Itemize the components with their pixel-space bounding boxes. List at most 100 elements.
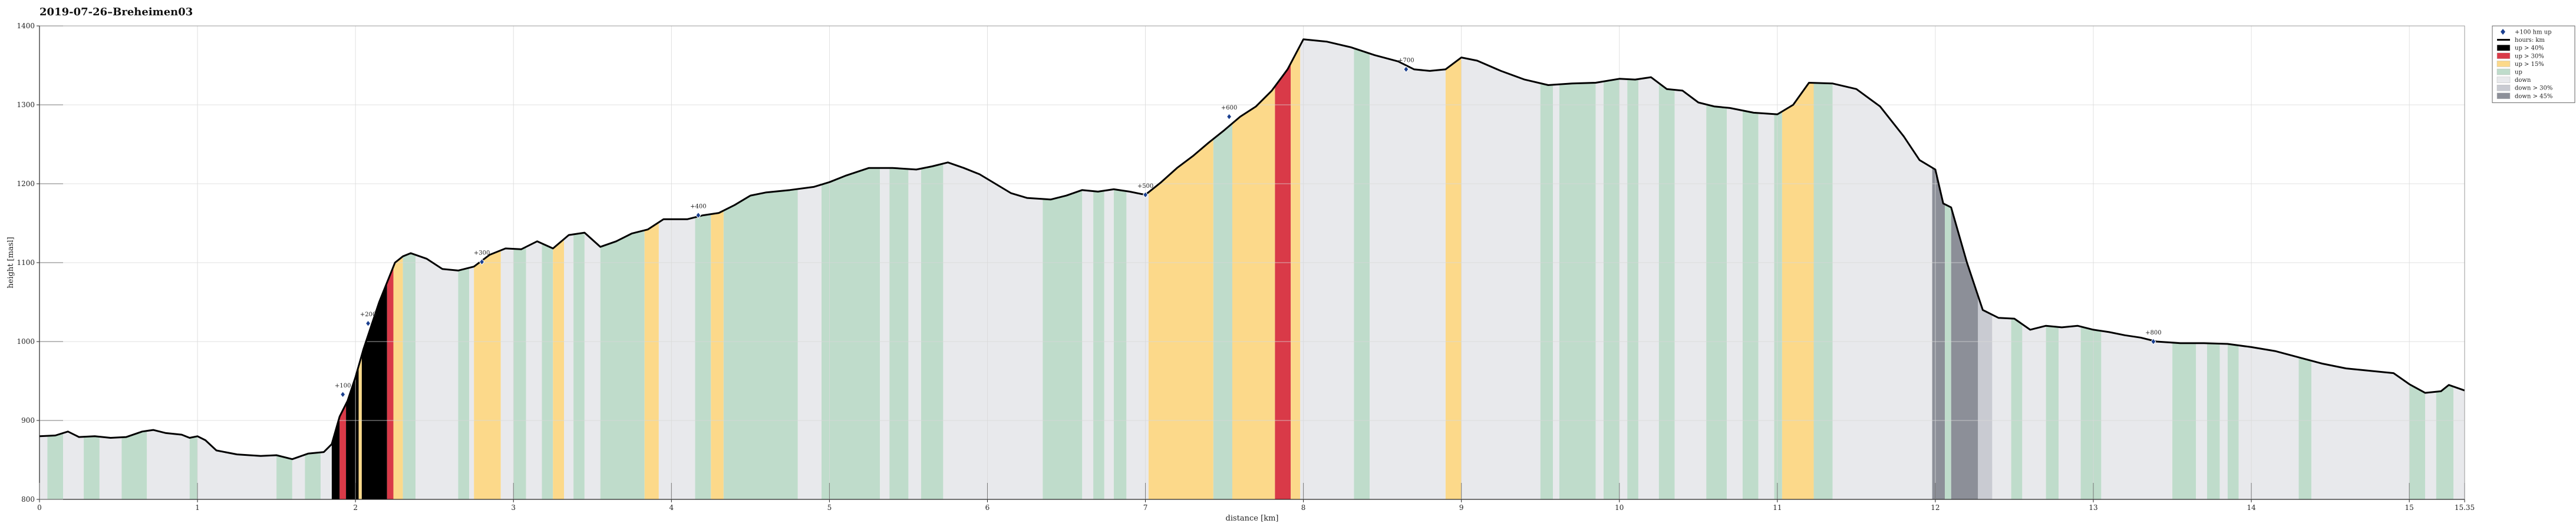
x-tick-label-3: 3 (511, 504, 516, 512)
segment-up-11 (305, 452, 321, 499)
segment-down-63 (1553, 84, 1559, 499)
x-tick-label-10: 10 (1615, 504, 1624, 512)
x-tick-label-7: 7 (1143, 504, 1148, 512)
segment-up-95 (2227, 344, 2239, 499)
marker-diamond-2 (479, 258, 485, 266)
segment-up-66 (1603, 78, 1620, 500)
marker-diamond-6 (1403, 65, 1409, 73)
segment-down-25 (500, 248, 514, 499)
x-tick-label-8: 8 (1301, 504, 1306, 512)
segment-up-1 (47, 433, 64, 499)
y-tick-label-2: 1000 (17, 337, 35, 346)
segment-up-93 (2207, 343, 2220, 499)
profile-line (39, 38, 2465, 461)
segment-down-27 (526, 241, 542, 499)
marker-diamond-5 (1226, 113, 1232, 120)
marker-label-4: +500 (1137, 183, 1153, 190)
segment-up-91 (2172, 342, 2196, 499)
segment-up-gt-15-29 (553, 238, 565, 499)
segment-down-96 (2238, 345, 2299, 499)
segment-up-22 (458, 267, 470, 499)
segment-down-12 (321, 444, 332, 499)
segment-up-76 (1774, 111, 1782, 500)
marker-label-7: +800 (2145, 330, 2161, 336)
gradient-segments (39, 39, 2465, 500)
segment-up-28 (542, 243, 553, 499)
segment-up-gt-15-37 (711, 210, 724, 499)
x-tick-label-14: 14 (2247, 504, 2256, 512)
legend-swatch-down (2496, 77, 2511, 83)
profile-line-group (39, 38, 2465, 461)
legend-label-4: up > 15% (2515, 61, 2544, 68)
x-tick-label-13: 13 (2089, 504, 2097, 512)
segment-down-35 (658, 217, 695, 499)
segment-up-89 (2080, 326, 2102, 499)
x-tick-label-11: 11 (1773, 504, 1782, 512)
segment-down-92 (2196, 343, 2208, 499)
segment-up-33 (600, 230, 645, 499)
segment-down-32 (584, 233, 601, 499)
segment-down-gt-30-83 (1978, 296, 1993, 499)
x-tick-label-4: 4 (669, 504, 674, 512)
marker-label-2: +300 (474, 250, 490, 257)
marker-label-1: +200 (360, 312, 376, 318)
segment-up-7 (189, 436, 198, 499)
legend-swatch-down-gt-30 (2496, 84, 2511, 91)
segment-down-59 (1370, 53, 1446, 499)
segment-up-97 (2298, 357, 2311, 499)
segment-down-gt-45-82 (1951, 207, 1978, 499)
segment-up-20 (403, 253, 416, 499)
segment-up-42 (889, 168, 909, 499)
legend-swatch-up-gt-40 (2496, 44, 2511, 51)
segment-down-51 (1126, 191, 1149, 500)
x-tick-label-12: 12 (1931, 504, 1940, 512)
segment-up-46 (1043, 190, 1083, 499)
segment-down-49 (1104, 189, 1114, 499)
segment-up-40 (821, 168, 880, 499)
marker-label-3: +400 (690, 204, 706, 210)
segment-up-gt-30-14 (339, 403, 347, 499)
segment-up-72 (1706, 104, 1727, 500)
hm-up-markers: +100 +200 +300 +400 +500 +600 +700 +800 (335, 58, 2162, 398)
legend-label-0: +100 hm up (2515, 29, 2552, 36)
y-tick-label-1: 900 (21, 416, 35, 425)
segment-down-4 (99, 436, 122, 499)
segment-up-gt-15-24 (474, 250, 501, 499)
y-tick-label-6: 1400 (17, 22, 35, 30)
segment-up-87 (2046, 326, 2059, 499)
chart-title: 2019-07-26–Breheimen03 (39, 6, 193, 18)
marker-diamond-3 (695, 211, 701, 219)
x-tick-label-5: 5 (827, 504, 832, 512)
segment-up-44 (921, 163, 944, 499)
x-tick-label-6: 6 (985, 504, 990, 512)
segment-down-73 (1727, 107, 1743, 500)
segment-down-21 (415, 254, 459, 499)
segment-up-50 (1113, 189, 1127, 499)
segment-up-36 (695, 214, 711, 499)
y-tick-label-0: 800 (21, 495, 35, 504)
marker-diamond-0 (340, 390, 346, 398)
segment-up-38 (723, 188, 798, 499)
segment-up-5 (121, 430, 147, 499)
segment-down-84 (1992, 314, 2011, 499)
segment-down-43 (908, 168, 921, 499)
legend-label-1: hours: km (2515, 37, 2545, 44)
segment-up-gt-30-18 (387, 266, 394, 499)
segment-down-0 (39, 436, 48, 499)
legend-swatch-up (2496, 68, 2511, 75)
segment-up-31 (573, 233, 585, 499)
marker-label-0: +100 (335, 383, 351, 389)
legend-swatch-marker (2501, 29, 2505, 35)
segment-up-gt-15-56 (1291, 45, 1301, 499)
y-tick-label-5: 1300 (17, 101, 35, 109)
segment-up-68 (1627, 79, 1638, 500)
segment-up-gt-15-52 (1148, 138, 1213, 499)
segment-up-48 (1093, 190, 1104, 499)
segment-up-gt-15-77 (1782, 82, 1814, 499)
segment-down-61 (1461, 57, 1541, 500)
segment-up-81 (1945, 204, 1951, 499)
segment-down-79 (1832, 83, 1932, 500)
y-tick-label-4: 1200 (17, 180, 35, 188)
